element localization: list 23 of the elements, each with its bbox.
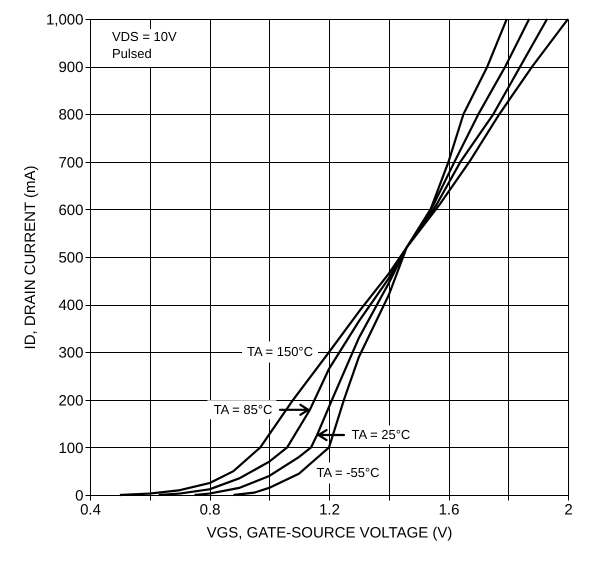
x-tick-label: 0.4 <box>80 502 101 518</box>
y-tick-label: 0 <box>75 488 84 504</box>
y-tick-label: 600 <box>58 202 84 219</box>
y-tick-label: 200 <box>58 392 84 410</box>
annotation: TA = -55°C <box>316 465 380 480</box>
x-tick-label: 0.8 <box>200 502 220 518</box>
y-tick-label: 700 <box>58 154 84 172</box>
y-tick-label: 800 <box>58 106 84 124</box>
y-axis-title: ID, DRAIN CURRENT (mA) <box>22 166 39 350</box>
annotation: VDS = 10V Pulsed <box>112 29 178 61</box>
y-tick-label: 100 <box>58 440 84 457</box>
x-tick-label: 1.2 <box>319 502 340 518</box>
y-tick-label: 900 <box>58 59 84 76</box>
x-axis-title: VGS, GATE-SOURCE VOLTAGE (V) <box>206 524 452 542</box>
annotation: TA = 85°C <box>214 402 272 417</box>
y-tick-label: 500 <box>58 250 84 266</box>
x-tick-label: 2 <box>564 502 573 518</box>
annotation: TA = 25°C <box>352 427 410 442</box>
annotation: TA = 150°C <box>246 344 314 359</box>
y-tick-label: 1,000 <box>46 12 84 28</box>
y-tick-label: 400 <box>58 297 84 314</box>
x-tick-label: 1.6 <box>438 502 460 518</box>
y-tick-label: 300 <box>58 344 84 362</box>
